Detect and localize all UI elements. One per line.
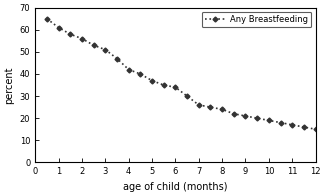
Any Breastfeeding	[267, 119, 271, 122]
Line: Any Breastfeeding: Any Breastfeeding	[45, 17, 317, 131]
Any Breastfeeding	[174, 86, 177, 88]
Any Breastfeeding	[92, 44, 96, 46]
Any Breastfeeding	[209, 106, 213, 108]
Any Breastfeeding	[138, 73, 142, 75]
Any Breastfeeding	[162, 84, 166, 86]
Any Breastfeeding	[68, 33, 72, 35]
Any Breastfeeding	[80, 37, 84, 40]
Any Breastfeeding	[103, 48, 107, 51]
Any Breastfeeding	[197, 104, 201, 106]
Any Breastfeeding	[290, 124, 294, 126]
Any Breastfeeding	[57, 26, 60, 29]
X-axis label: age of child (months): age of child (months)	[123, 182, 228, 192]
Legend: Any Breastfeeding: Any Breastfeeding	[202, 12, 311, 27]
Any Breastfeeding	[150, 79, 154, 82]
Any Breastfeeding	[255, 117, 259, 119]
Any Breastfeeding	[220, 108, 224, 111]
Y-axis label: percent: percent	[4, 66, 14, 104]
Any Breastfeeding	[232, 113, 236, 115]
Any Breastfeeding	[115, 57, 119, 60]
Any Breastfeeding	[127, 68, 131, 71]
Any Breastfeeding	[185, 95, 189, 97]
Any Breastfeeding	[314, 128, 318, 130]
Any Breastfeeding	[302, 126, 306, 128]
Any Breastfeeding	[45, 18, 49, 20]
Any Breastfeeding	[243, 115, 247, 117]
Any Breastfeeding	[279, 122, 282, 124]
